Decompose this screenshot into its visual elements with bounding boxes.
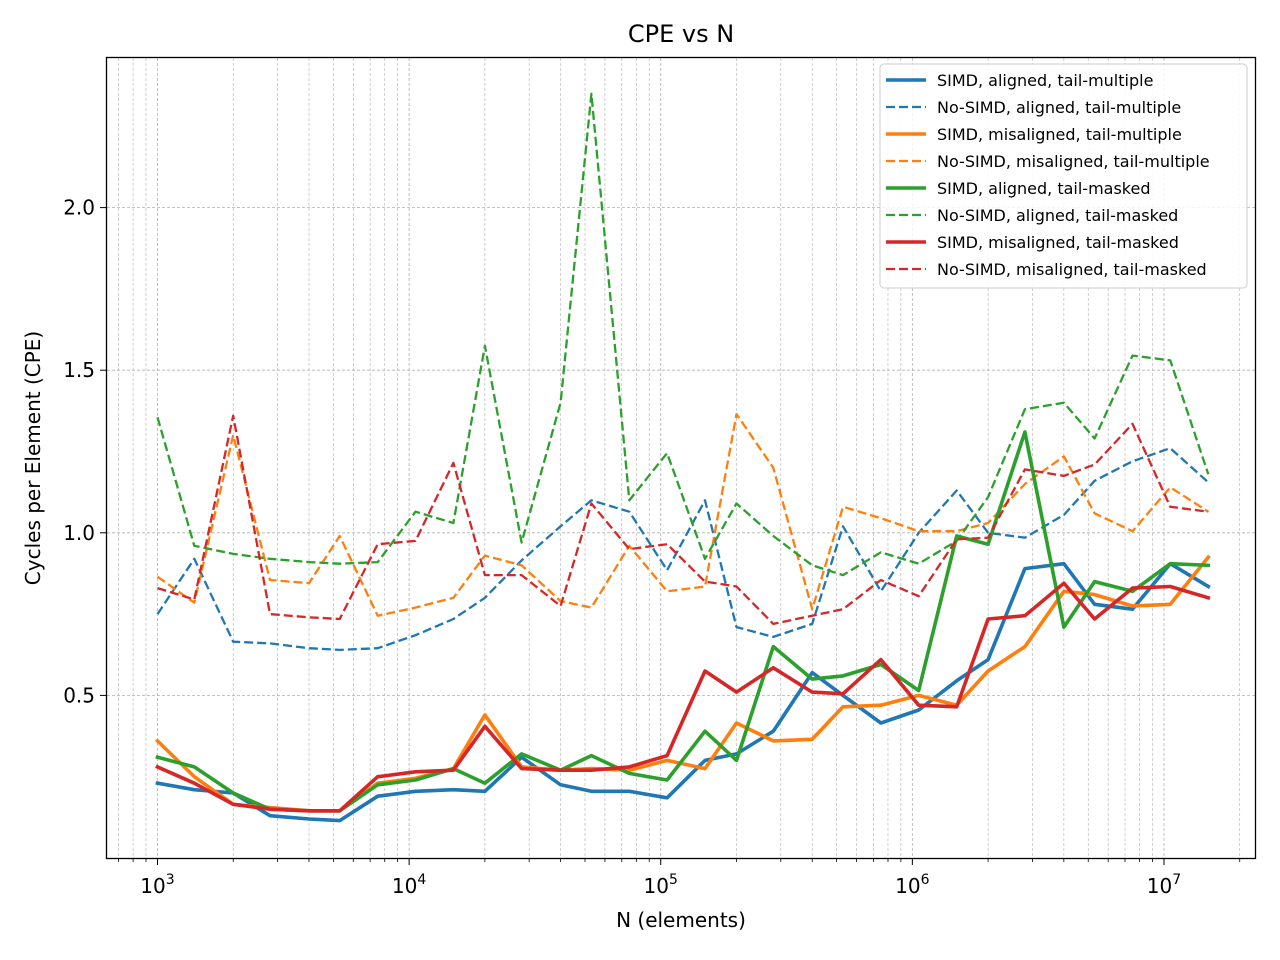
x-tick-label: 105 <box>644 872 678 898</box>
series-line <box>156 412 1209 617</box>
chart-title: CPE vs N <box>628 20 734 48</box>
legend-label: No-SIMD, misaligned, tail-masked <box>937 260 1207 279</box>
plot-frame <box>105 56 1257 860</box>
x-tick-label: 107 <box>1147 872 1181 898</box>
y-tick-label: 1.0 <box>63 521 95 545</box>
legend-label: SIMD, aligned, tail-masked <box>937 179 1151 198</box>
legend-label: No-SIMD, aligned, tail-masked <box>937 206 1178 225</box>
x-tick-label: 106 <box>895 872 929 898</box>
series-line <box>155 561 1211 823</box>
legend-label: SIMD, aligned, tail-multiple <box>937 71 1153 90</box>
y-tick-label: 0.5 <box>63 683 95 707</box>
axis-ticks: 103 104 105 106 107 0.5 1.0 1.5 2.0 <box>63 196 1241 898</box>
series-lines <box>154 92 1211 823</box>
series-line <box>156 92 1210 577</box>
legend-label: SIMD, misaligned, tail-masked <box>937 233 1179 252</box>
legend: SIMD, aligned, tail-multiple No-SIMD, ali… <box>879 63 1248 289</box>
series-line <box>156 447 1210 652</box>
x-tick-label: 104 <box>392 872 426 898</box>
y-tick-label: 1.5 <box>63 358 95 382</box>
legend-box <box>879 63 1248 289</box>
legend-label: SIMD, misaligned, tail-multiple <box>937 125 1182 144</box>
legend-label: No-SIMD, aligned, tail-multiple <box>937 98 1181 117</box>
x-axis-label: N (elements) <box>616 908 746 932</box>
x-tick-label: 103 <box>140 872 174 898</box>
y-tick-label: 2.0 <box>63 196 95 220</box>
grid-lines <box>107 58 1255 858</box>
y-axis-label: Cycles per Element (CPE) <box>21 331 45 585</box>
series-line <box>155 581 1211 813</box>
legend-label: No-SIMD, misaligned, tail-multiple <box>937 152 1210 171</box>
